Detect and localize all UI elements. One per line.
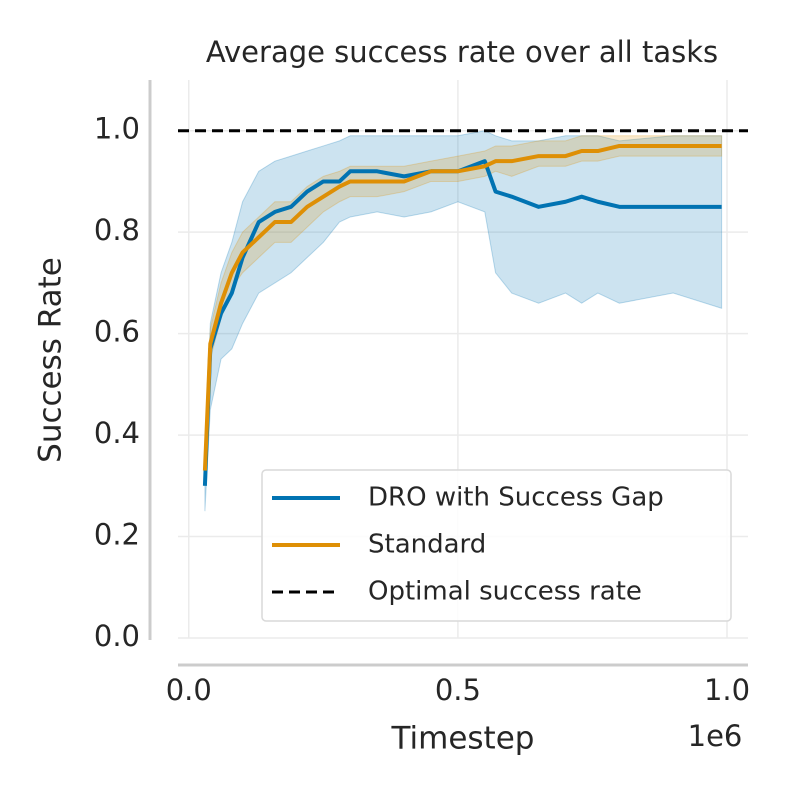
- y-tick-label: 0.0: [94, 619, 140, 653]
- x-tick-label: 0.0: [166, 673, 212, 707]
- legend-box: [261, 469, 732, 622]
- x-offset-label: 1e6: [688, 719, 743, 753]
- confidence-band: [204, 130, 723, 512]
- confidence-band: [204, 135, 723, 486]
- legend-label: Standard: [368, 530, 486, 560]
- y-tick-label: 0.8: [94, 213, 140, 247]
- legend-label: DRO with Success Gap: [368, 483, 664, 513]
- y-tick-label: 0.6: [94, 315, 140, 349]
- legend: DRO with Success Gap Standard Optimal succ…: [261, 469, 732, 622]
- y-tick-label: 1.0: [94, 112, 140, 146]
- chart-title: Average success rate over all tasks: [206, 35, 718, 69]
- x-tick-label: 0.5: [435, 673, 481, 707]
- series-line: [202, 143, 722, 471]
- legend-label: Optimal success rate: [368, 577, 642, 607]
- x-tick-label: 1.0: [704, 673, 750, 707]
- y-tick-label: 0.2: [94, 518, 140, 552]
- y-tick-label: 0.4: [94, 416, 140, 450]
- x-axis-label: Timestep: [391, 721, 535, 757]
- y-axis-label: Success Rate: [33, 257, 69, 463]
